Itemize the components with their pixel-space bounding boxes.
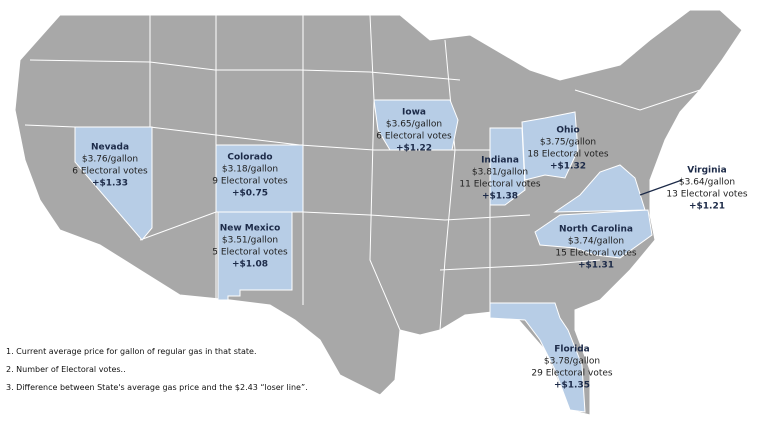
state-votes: 13 Electoral votes bbox=[666, 190, 747, 200]
state-diff: +$1.22 bbox=[396, 144, 432, 154]
state-price: $3.18/gallon bbox=[222, 165, 278, 175]
state-name: Nevada bbox=[91, 143, 129, 153]
new-mexico-shape bbox=[217, 211, 293, 301]
state-votes: 6 Electoral votes bbox=[376, 132, 452, 142]
state-price: $3.76/gallon bbox=[82, 155, 138, 165]
footnote: 3. Difference between State's average ga… bbox=[6, 383, 308, 392]
state-diff: +$1.08 bbox=[232, 260, 268, 270]
state-diff: +$1.38 bbox=[482, 192, 518, 202]
state-diff: +$1.35 bbox=[554, 381, 590, 391]
ohio-shape bbox=[521, 111, 579, 181]
state-price: $3.51/gallon bbox=[222, 236, 278, 246]
state-votes: 9 Electoral votes bbox=[212, 177, 288, 187]
state-diff: +$1.21 bbox=[689, 202, 725, 212]
state-name: Ohio bbox=[556, 126, 579, 136]
north-carolina-shape bbox=[534, 209, 653, 259]
leader-line bbox=[639, 179, 683, 196]
state-diff: +$1.33 bbox=[92, 179, 128, 189]
state-votes: 29 Electoral votes bbox=[531, 369, 612, 379]
state-name: Indiana bbox=[481, 156, 519, 166]
iowa-shape bbox=[373, 99, 459, 151]
footnote: 2. Number of Electoral votes.. bbox=[6, 365, 126, 374]
state-votes: 18 Electoral votes bbox=[527, 150, 608, 160]
indiana-shape bbox=[489, 127, 526, 206]
state-votes: 15 Electoral votes bbox=[555, 249, 636, 259]
state-diff: +$1.32 bbox=[550, 162, 586, 172]
state-diff: +$0.75 bbox=[232, 189, 268, 199]
us-mainland bbox=[14, 9, 743, 416]
state-price: $3.74/gallon bbox=[568, 237, 624, 247]
state-name: New Mexico bbox=[220, 224, 281, 234]
state-labels: Nevada $3.76/gallon 6 Electoral votes +$1.3… bbox=[72, 108, 748, 391]
state-price: $3.64/gallon bbox=[679, 178, 735, 188]
state-diff: +$1.31 bbox=[578, 261, 614, 271]
state-name: Iowa bbox=[402, 108, 426, 118]
state-price: $3.75/gallon bbox=[540, 138, 596, 148]
florida-shape bbox=[489, 302, 586, 413]
state-price: $3.65/gallon bbox=[386, 120, 442, 130]
footnote: 1. Current average price for gallon of r… bbox=[6, 347, 257, 356]
state-name: Florida bbox=[554, 345, 589, 355]
footnotes: 1. Current average price for gallon of r… bbox=[6, 347, 308, 392]
nevada-shape bbox=[74, 126, 153, 241]
state-borders bbox=[24, 14, 701, 331]
state-votes: 11 Electoral votes bbox=[459, 180, 540, 190]
highlighted-states bbox=[74, 99, 653, 413]
state-name: Colorado bbox=[227, 153, 272, 163]
state-price: $3.81/gallon bbox=[472, 168, 528, 178]
state-name: Virginia bbox=[687, 166, 726, 176]
colorado-shape bbox=[215, 144, 304, 213]
state-name: North Carolina bbox=[559, 225, 633, 235]
state-price: $3.78/gallon bbox=[544, 357, 600, 367]
state-votes: 5 Electoral votes bbox=[212, 248, 288, 258]
state-votes: 6 Electoral votes bbox=[72, 167, 148, 177]
